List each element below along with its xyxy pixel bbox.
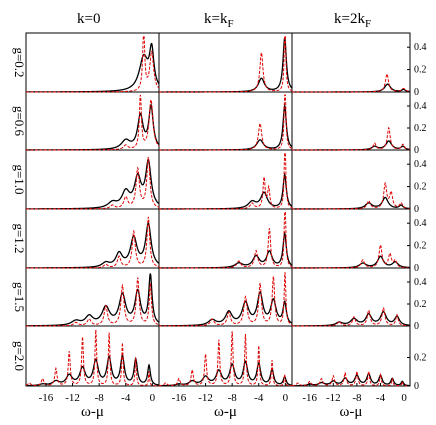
y-tick-label: 0 (414, 204, 419, 215)
series-red-r5-c0 (25, 329, 160, 387)
y-tick-label: 0.2 (414, 65, 427, 76)
series-red-r0-c2 (292, 73, 411, 93)
x-tick-label: -4 (254, 392, 264, 404)
column-title-2: k=2kF (334, 11, 371, 30)
series-black-r1-c0 (26, 103, 160, 151)
x-tick-label: -4 (121, 392, 131, 404)
row-label-3: g=1.2 (12, 223, 27, 253)
series-black-r2-c1 (159, 172, 293, 210)
panel-frame-r0-c0 (25, 32, 160, 93)
series-black-r5-c1 (158, 360, 293, 387)
series-black-r3-c1 (159, 231, 293, 269)
y-tick-label: 0.4 (414, 159, 427, 170)
column-title-1: k=kF (204, 11, 234, 30)
panel-frame-r0-c1 (158, 32, 293, 93)
panel-frame-r1-c1 (158, 91, 293, 151)
x-tick-label: -16 (172, 392, 187, 404)
series-red-r3-c1 (159, 211, 293, 269)
panel-frame-r3-c0 (25, 208, 160, 269)
series-red-r0-c1 (159, 35, 293, 93)
series-red-r5-c1 (158, 331, 293, 387)
series-black-r3-c2 (292, 255, 411, 269)
series-red-r2-c0 (26, 157, 160, 210)
y-tick-label: 0.4 (414, 218, 427, 229)
y-tick-label: 0.2 (414, 241, 427, 252)
series-red-r1-c0 (26, 94, 160, 151)
panel-frame-r3-c2 (291, 208, 411, 269)
panel-frame-r4-c2 (291, 267, 411, 327)
panel-frame-r1-c2 (291, 91, 411, 151)
x-tick-label: -8 (352, 392, 362, 404)
series-black-r2-c2 (292, 196, 411, 210)
panel-frame-r5-c2 (291, 325, 411, 387)
x-tick-label: -8 (95, 392, 105, 404)
row-label-5: g=2.0 (12, 341, 27, 371)
x-tick-label: -16 (39, 392, 54, 404)
y-tick-label: 0 (414, 321, 419, 332)
panel-frame-r5-c1 (158, 325, 293, 387)
series-red-r4-c2 (292, 307, 411, 327)
panel-frame-r2-c1 (158, 149, 293, 210)
series-red-r4-c0 (26, 277, 160, 327)
x-tick-label: 0 (150, 392, 156, 404)
series-black-r0-c2 (292, 83, 411, 93)
series-red-r0-c0 (26, 35, 160, 93)
series-black-r3-c0 (26, 222, 160, 269)
series-red-r5-c2 (291, 369, 411, 387)
series-black-r4-c1 (159, 290, 293, 327)
series-red-r2-c2 (292, 181, 411, 210)
row-label-0: g=0.2 (12, 47, 27, 77)
row-label-2: g=1.0 (12, 164, 27, 194)
series-red-r1-c1 (159, 94, 293, 151)
x-tick-label: 0 (283, 392, 289, 404)
x-tick-label: -12 (198, 392, 213, 404)
series-red-r4-c1 (159, 272, 293, 327)
y-tick-label: 0.2 (414, 182, 427, 193)
y-tick-label: 0.2 (414, 299, 427, 310)
y-tick-label: 0.2 (414, 353, 427, 364)
x-tick-label: -12 (65, 392, 80, 404)
series-red-r1-c2 (292, 126, 411, 151)
x-tick-label: -16 (302, 392, 317, 404)
x-axis-label-1: ω-μ (214, 404, 237, 420)
x-axis-label-2: ω-μ (340, 404, 363, 420)
panel-frame-r2-c0 (25, 149, 160, 210)
series-red-r3-c0 (26, 216, 160, 269)
series-black-r0-c1 (159, 37, 293, 93)
series-red-r2-c1 (159, 152, 293, 210)
x-tick-label: 0 (401, 392, 407, 404)
x-axis-label-0: ω-μ (81, 404, 104, 420)
y-tick-label: 0.4 (414, 101, 427, 112)
row-label-4: g=1.5 (12, 282, 27, 312)
y-tick-label: 0.2 (414, 123, 427, 134)
series-black-r0-c0 (26, 42, 160, 93)
y-tick-label: 0 (414, 87, 419, 98)
panel-frame-r2-c2 (291, 149, 411, 210)
y-tick-label: 0 (414, 381, 419, 392)
y-tick-label: 0 (414, 263, 419, 274)
x-tick-label: -4 (376, 392, 386, 404)
series-red-r3-c2 (292, 243, 411, 269)
series-black-r1-c1 (159, 103, 293, 151)
y-tick-label: 0.4 (414, 42, 427, 53)
panel-frame-r0-c2 (291, 32, 411, 93)
series-black-r2-c0 (26, 158, 160, 210)
column-title-0: k=0 (77, 11, 100, 27)
row-label-1: g=0.6 (12, 106, 27, 137)
y-tick-label: 0.4 (414, 277, 427, 288)
x-tick-label: -12 (326, 392, 341, 404)
y-tick-label: 0 (414, 145, 419, 156)
x-tick-label: -8 (228, 392, 238, 404)
series-black-r5-c0 (25, 354, 160, 387)
